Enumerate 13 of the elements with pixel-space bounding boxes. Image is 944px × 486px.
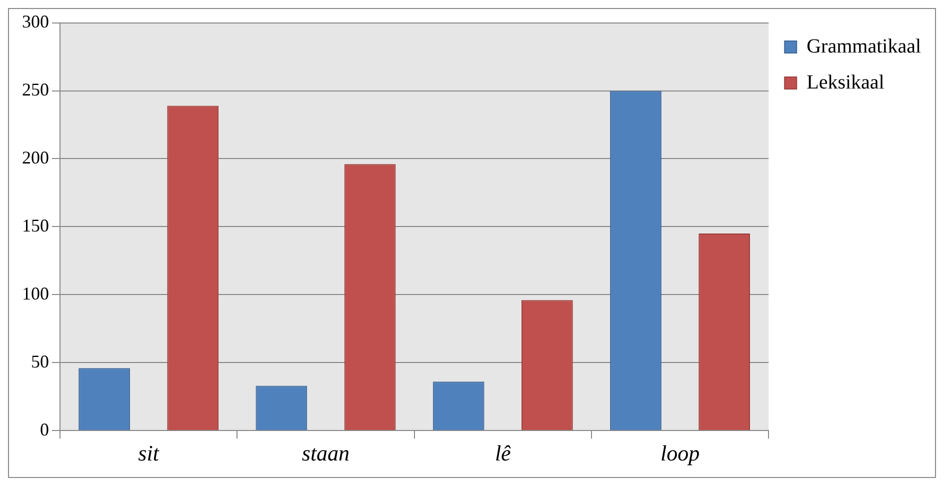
legend-label: Grammatikaal [806, 35, 922, 58]
legend-label: Leksikaal [806, 71, 885, 94]
x-tick-label: sit [138, 440, 160, 466]
x-tick-label: loop [660, 440, 700, 466]
y-tick-label: 250 [22, 80, 49, 100]
y-tick-label: 200 [22, 147, 49, 168]
y-tick-label: 50 [31, 351, 49, 372]
y-tick-label: 300 [22, 12, 49, 32]
y-tick-label: 0 [40, 419, 49, 440]
y-tick-label: 100 [22, 283, 49, 304]
y-tick-label: 150 [22, 215, 49, 236]
x-tick-label: staan [302, 440, 350, 466]
x-tick-label: lê [494, 440, 512, 466]
